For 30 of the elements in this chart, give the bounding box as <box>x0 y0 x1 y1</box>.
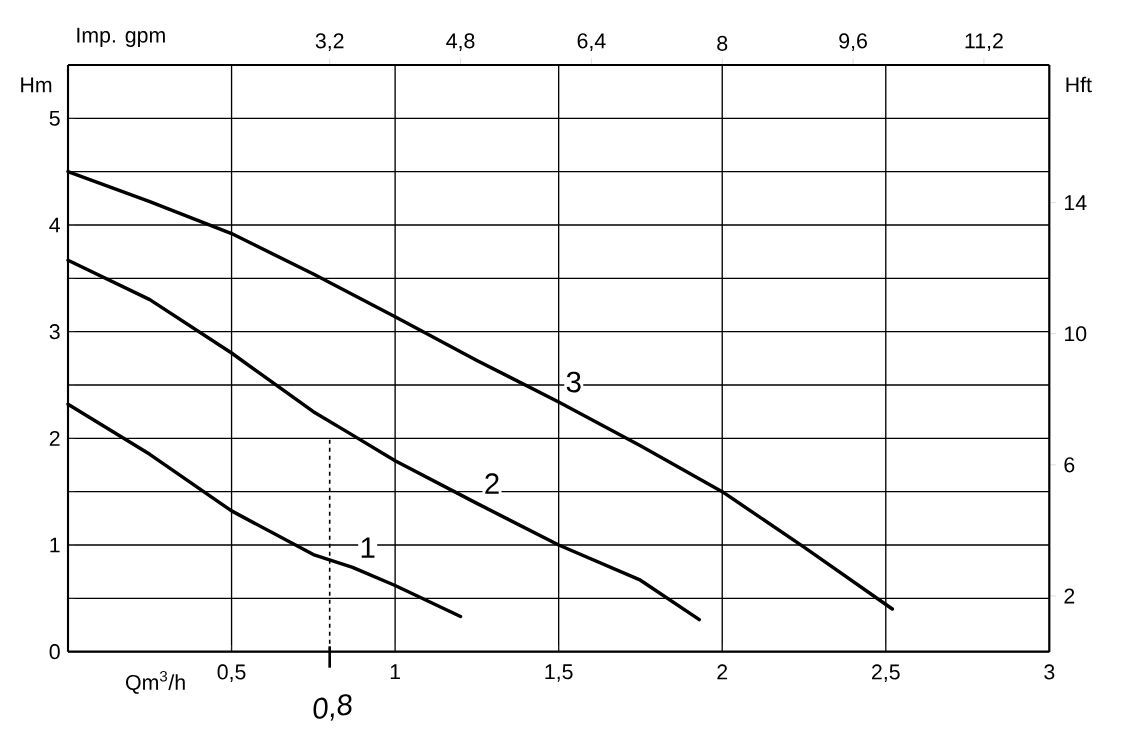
x2-tick-label: 11,2 <box>965 33 1003 51</box>
x-tick-label: 0,5 <box>217 664 246 682</box>
y2-tick-label: 10 <box>1065 326 1087 342</box>
x2-tick-label: 3,2 <box>315 33 344 51</box>
ref-line-label: 0,8 <box>313 694 352 721</box>
y-tick-label: 1 <box>50 537 60 553</box>
x2-tick-label: 6,4 <box>577 33 606 51</box>
series-label: 3 <box>566 371 581 393</box>
x2-tick-label: 9,6 <box>839 33 867 51</box>
series-label: 2 <box>485 473 499 494</box>
x-axis-title: Qm$^{3}$/h <box>126 671 185 694</box>
series-label: 1 <box>361 537 375 558</box>
y-axis-title: Hm <box>21 77 52 93</box>
x-tick-label: 3 <box>1044 664 1055 680</box>
y2-tick-label: 14 <box>1065 195 1087 210</box>
y2-axis-title: Hft <box>1066 76 1092 93</box>
y-tick-label: 4 <box>49 217 60 233</box>
x2-axis-title: Imp. gpm <box>77 27 165 47</box>
y2-tick-label: 6 <box>1064 457 1075 473</box>
x2-tick-label: 8 <box>717 35 728 51</box>
x-tick-label: 1,5 <box>545 664 573 682</box>
y-tick-label: 5 <box>49 110 60 126</box>
x-tick-label: 1 <box>390 664 400 680</box>
x2-tick-label: 4,8 <box>446 33 475 51</box>
x-tick-label: 2 <box>717 664 728 680</box>
y-tick-label: 2 <box>49 430 60 446</box>
y2-tick-label: 2 <box>1064 588 1075 604</box>
y-tick-label: 0 <box>49 644 60 660</box>
x-tick-label: 2,5 <box>872 664 900 682</box>
y-tick-label: 3 <box>49 324 60 340</box>
